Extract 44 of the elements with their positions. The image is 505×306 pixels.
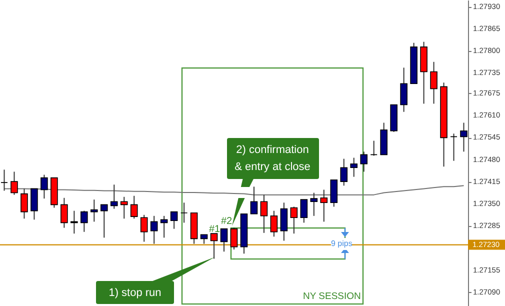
candlestick — [100, 204, 108, 238]
candlestick — [210, 233, 218, 260]
annotation: #1 — [209, 224, 220, 237]
candlestick — [360, 151, 368, 172]
candlestick — [460, 122, 468, 152]
candlestick — [90, 199, 98, 222]
candlestick — [320, 189, 328, 222]
annotation: NY SESSION — [303, 290, 361, 304]
candlestick — [350, 157, 358, 178]
candlestick — [370, 140, 378, 156]
candlestick — [110, 184, 118, 210]
candlestick — [430, 61, 438, 104]
candlestick — [30, 188, 38, 220]
annotation: 2) confirmation & entry at close — [234, 143, 311, 174]
candlestick — [20, 188, 28, 220]
candlestick — [400, 67, 408, 112]
candlestick — [330, 179, 338, 208]
candlestick — [230, 227, 238, 250]
candlestick — [140, 214, 148, 242]
candlestick — [260, 194, 268, 234]
annotation: #2 — [221, 215, 232, 229]
candlestick — [450, 133, 458, 162]
candlestick — [250, 186, 258, 214]
candlestick — [10, 171, 18, 196]
candlestick — [200, 234, 208, 244]
candlestick — [130, 195, 138, 220]
candlestick — [340, 158, 348, 186]
candlestick — [300, 199, 308, 224]
annotation: 1) stop run — [108, 286, 162, 301]
candlestick — [0, 169, 8, 192]
candlestick — [160, 215, 168, 238]
candlestick — [220, 228, 228, 252]
candlestick — [280, 202, 288, 242]
candlestick — [270, 210, 278, 238]
candlestick — [80, 210, 88, 232]
candlestick — [310, 192, 318, 216]
candlestick — [120, 196, 128, 220]
candlestick — [150, 215, 158, 244]
candlestick — [40, 174, 48, 200]
candlestick — [290, 206, 298, 234]
annotation: 9 pips — [331, 238, 352, 250]
candlestick — [60, 197, 68, 228]
candlestick — [180, 202, 188, 224]
candlestick — [170, 211, 178, 230]
